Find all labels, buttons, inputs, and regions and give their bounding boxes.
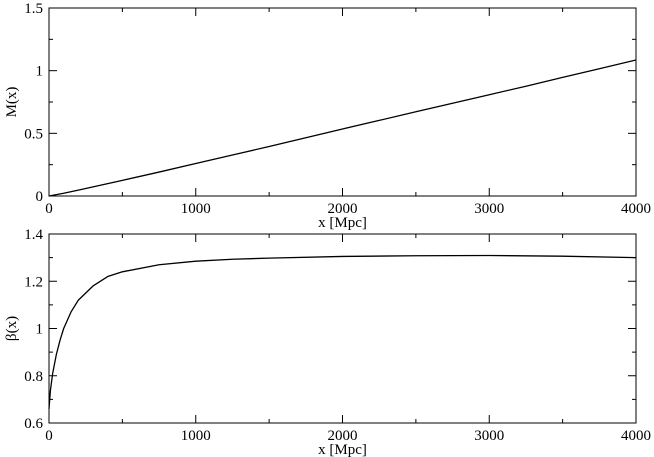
top-plot-x-tick-label: 2000	[328, 201, 358, 217]
bottom-plot-y-tick-label: 1.2	[24, 274, 43, 290]
bottom-plot-x-axis-label: x [Mpc]	[318, 442, 367, 457]
bottom-plot-x-tick-label: 1000	[181, 428, 211, 444]
bottom-plot-x-tick-label: 3000	[474, 428, 504, 444]
top-plot-y-tick-label: 1.5	[24, 1, 43, 17]
bottom-plot-frame	[48, 233, 637, 424]
bottom-plot-series-line	[48, 254, 637, 409]
bottom-plot-y-axis-label: β(x)	[4, 316, 20, 341]
top-plot-x-tick-label: 3000	[474, 201, 504, 217]
top-plot-y-tick-label: 1	[36, 64, 44, 80]
bottom-plot-y-tick-label: 0.6	[24, 416, 43, 432]
top-plot-x-axis-label: x [Mpc]	[318, 215, 367, 231]
top-plot-y-axis-label: M(x)	[4, 87, 20, 118]
bottom-plot-y-tick-label: 1.4	[24, 227, 43, 243]
top-plot-y-tick-label: 0.5	[24, 126, 43, 142]
bottom-plot-x-tick-label: 0	[45, 428, 53, 444]
top-plot-x-tick-label: 4000	[621, 201, 651, 217]
bottom-plot-x-tick-label: 4000	[621, 428, 651, 444]
top-plot-frame	[48, 7, 637, 197]
top-plot-x-tick-label: 0	[45, 201, 53, 217]
bottom-plot-y-tick-label: 1	[36, 322, 44, 338]
bottom-plot-x-tick-label: 2000	[328, 428, 358, 444]
top-plot-series-line	[48, 59, 637, 197]
top-plot-x-tick-label: 1000	[181, 201, 211, 217]
top-plot-y-tick-label: 0	[36, 189, 44, 205]
bottom-plot-y-tick-label: 0.8	[24, 369, 43, 385]
